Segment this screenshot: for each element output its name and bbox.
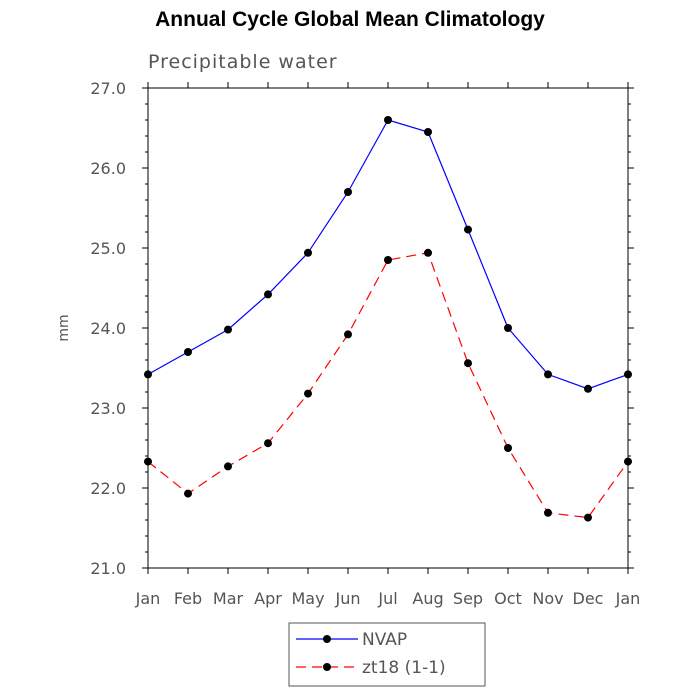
legend: NVAP zt18 (1-1) (288, 622, 486, 687)
data-point-1 (344, 330, 352, 339)
x-tick-label: Jul (377, 589, 397, 608)
y-tick-label: 26.0 (90, 159, 126, 178)
data-point-0 (544, 370, 552, 379)
data-point-0 (264, 290, 272, 299)
data-point-1 (264, 439, 272, 448)
chart-title: Annual Cycle Global Mean Climatology (155, 8, 545, 31)
x-tick-label: Mar (213, 589, 244, 608)
data-point-0 (504, 324, 512, 332)
legend-label-nvap: NVAP (362, 630, 407, 650)
x-tick-label: Oct (494, 589, 522, 608)
x-tick-label: Dec (573, 589, 604, 608)
x-tick-label: Nov (532, 589, 563, 608)
legend-label-zt18: zt18 (1-1) (362, 658, 446, 678)
data-point-0 (584, 384, 592, 393)
data-point-1 (624, 457, 632, 466)
x-tick-label: Jan (135, 589, 161, 608)
data-point-1 (464, 359, 472, 368)
series-layer (144, 116, 632, 522)
legend-marker-zt18 (323, 663, 331, 671)
data-point-1 (184, 489, 192, 498)
x-tick-label: Jan (615, 589, 641, 608)
data-point-1 (584, 513, 592, 522)
data-point-0 (224, 325, 232, 334)
data-point-0 (424, 128, 432, 136)
data-point-1 (544, 508, 552, 517)
data-point-0 (464, 225, 472, 234)
y-tick-label: 21.0 (90, 559, 126, 578)
data-point-0 (624, 370, 632, 379)
data-point-1 (384, 256, 392, 264)
x-tick-label: Apr (254, 589, 282, 608)
x-tick-label: Aug (412, 589, 443, 608)
data-point-1 (504, 444, 512, 452)
plot-frame (147, 87, 629, 569)
data-point-0 (304, 248, 312, 257)
x-tick-label: Sep (453, 589, 483, 608)
data-point-1 (304, 389, 312, 398)
data-point-1 (224, 462, 232, 471)
data-point-0 (184, 348, 192, 356)
x-tick-label: Feb (174, 589, 202, 608)
series-line-1 (147, 252, 629, 519)
legend-marker-nvap (323, 635, 331, 643)
x-tick-label: May (291, 589, 324, 608)
chart-subtitle: Precipitable water (148, 51, 338, 73)
y-tick-label: 23.0 (90, 399, 126, 418)
data-point-0 (144, 370, 152, 379)
x-tick-label: Jun (335, 589, 361, 608)
y-tick-label: 27.0 (90, 79, 126, 98)
y-tick-label: 22.0 (90, 479, 126, 498)
data-point-0 (384, 116, 392, 124)
data-point-1 (424, 248, 432, 257)
y-tick-label: 25.0 (90, 239, 126, 258)
legend-box (288, 622, 486, 687)
data-point-1 (144, 457, 152, 466)
series-line-0 (147, 119, 629, 390)
y-tick-label: 24.0 (90, 319, 126, 338)
y-axis-label: mm (56, 314, 72, 341)
axis-ticks: 21.0 22.0 23.0 24.0 25.0 26.0 27.0 Jan Feb Mar Apr… (90, 79, 640, 608)
data-point-0 (344, 188, 352, 196)
